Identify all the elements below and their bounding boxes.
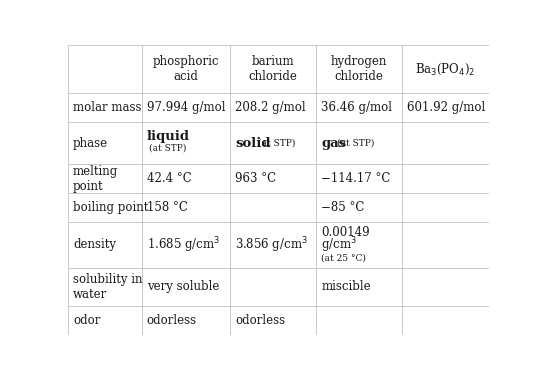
Text: barium
chloride: barium chloride [249,55,298,83]
Text: phase: phase [73,136,108,150]
Text: 36.46 g/mol: 36.46 g/mol [321,101,392,114]
Text: density: density [73,238,116,252]
Text: solubility in
water: solubility in water [73,273,142,301]
Text: hydrogen
chloride: hydrogen chloride [331,55,388,83]
Text: −85 °C: −85 °C [321,201,364,214]
Text: miscible: miscible [321,280,371,293]
Text: gas: gas [321,136,346,150]
Text: odor: odor [73,314,100,327]
Text: molar mass: molar mass [73,101,141,114]
Text: (at STP): (at STP) [149,144,186,153]
Text: (at STP): (at STP) [258,138,295,147]
Text: −114.17 °C: −114.17 °C [321,172,390,185]
Text: solid: solid [235,136,270,150]
Text: phosphoric
acid: phosphoric acid [153,55,219,83]
Text: 158 °C: 158 °C [147,201,187,214]
Text: 97.994 g/mol: 97.994 g/mol [147,101,225,114]
Text: 0.00149: 0.00149 [321,226,370,239]
Text: g/cm$^3$: g/cm$^3$ [321,235,357,255]
Text: odorless: odorless [235,314,285,327]
Text: very soluble: very soluble [147,280,219,293]
Text: 3.856 g/cm$^3$: 3.856 g/cm$^3$ [235,235,308,255]
Text: 42.4 °C: 42.4 °C [147,172,191,185]
Text: odorless: odorless [147,314,197,327]
Text: Ba$_3$(PO$_4$)$_2$: Ba$_3$(PO$_4$)$_2$ [415,61,476,77]
Text: (at 25 °C): (at 25 °C) [321,253,366,262]
Text: 208.2 g/mol: 208.2 g/mol [235,101,306,114]
Text: boiling point: boiling point [73,201,148,214]
Text: 963 °C: 963 °C [235,172,276,185]
Text: 1.685 g/cm$^3$: 1.685 g/cm$^3$ [147,235,220,255]
Text: melting
point: melting point [73,165,118,193]
Text: liquid: liquid [147,130,190,143]
Text: 601.92 g/mol: 601.92 g/mol [407,101,486,114]
Text: (at STP): (at STP) [337,138,375,147]
